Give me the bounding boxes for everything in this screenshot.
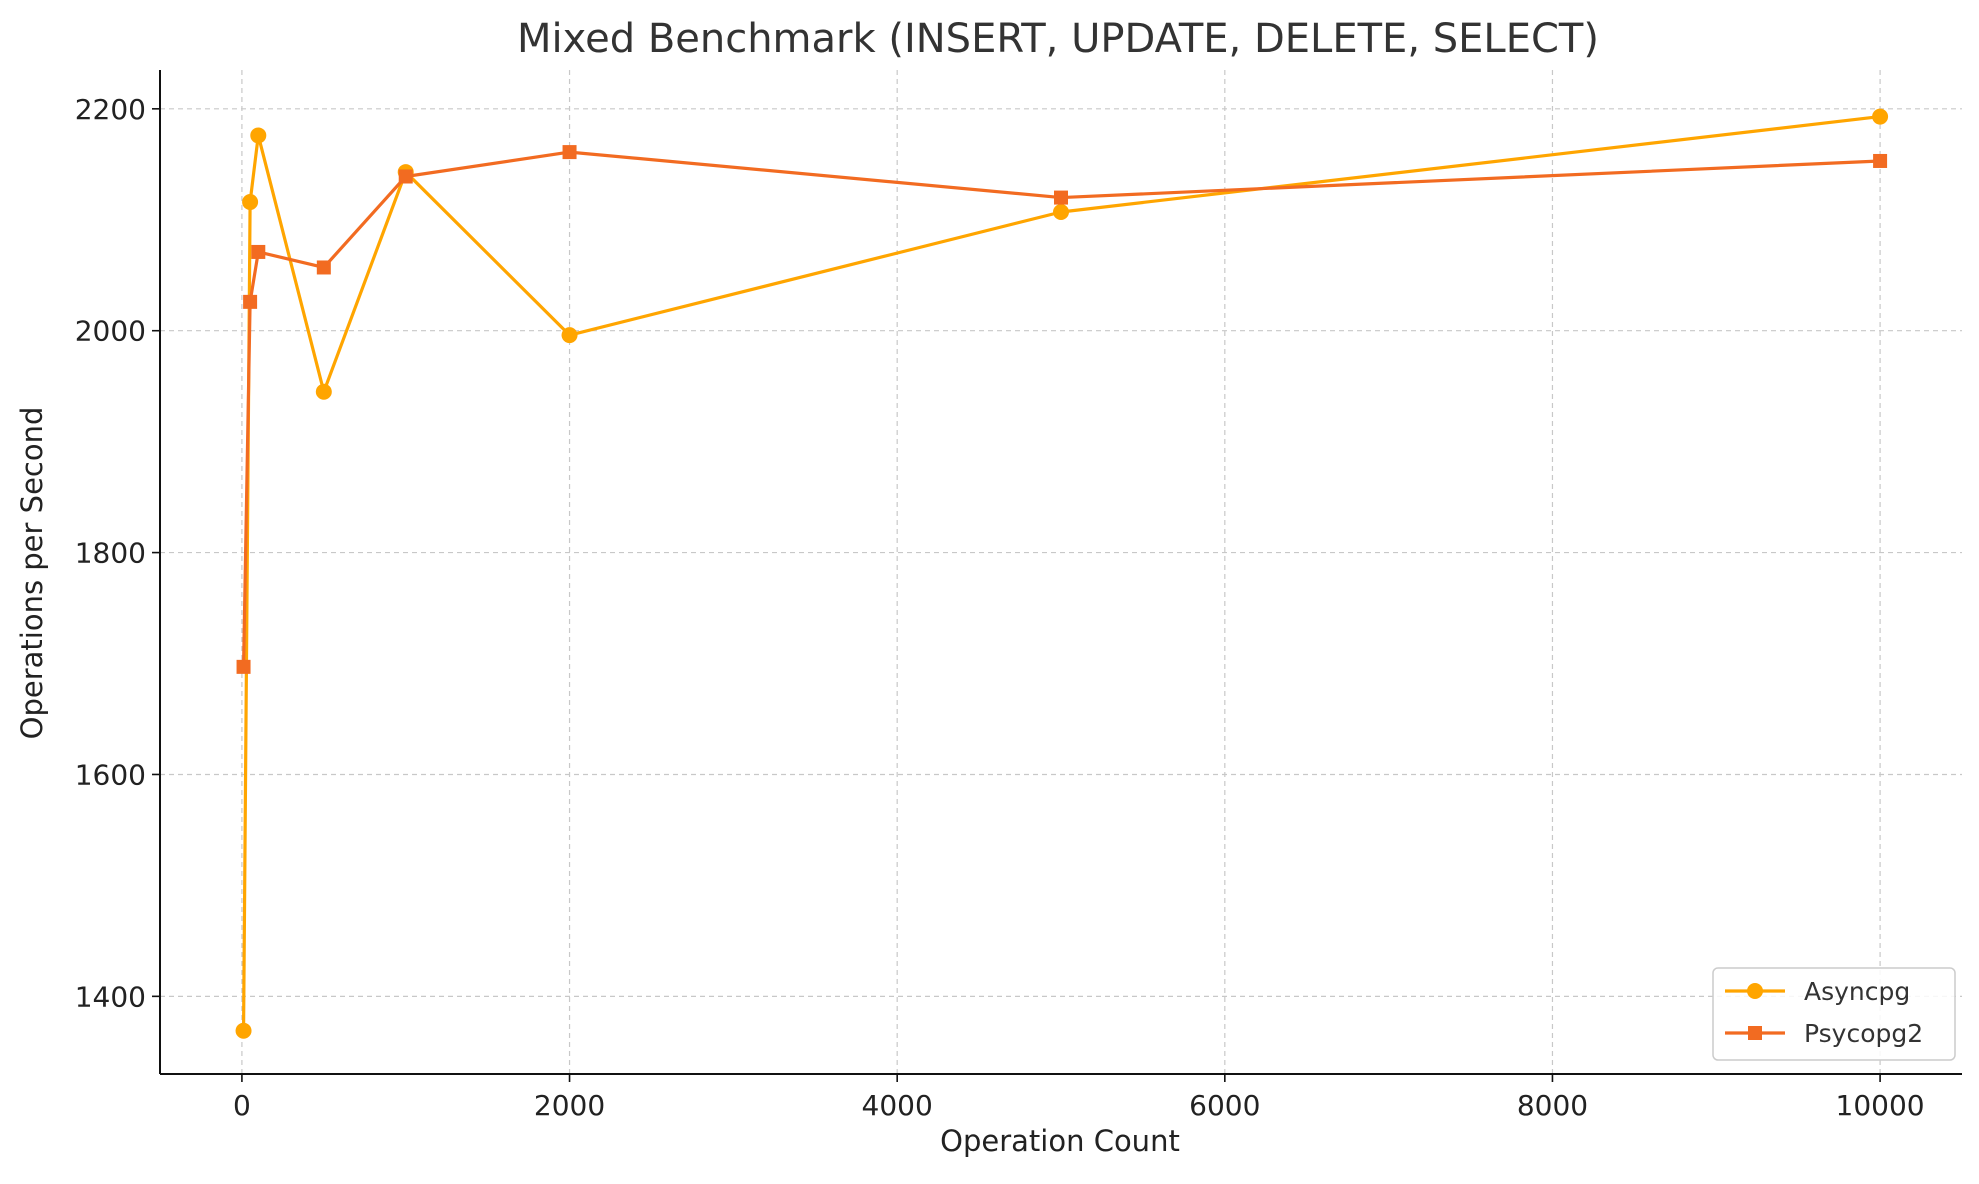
series-line [241,114,1882,1033]
x-tick-label: 2000 [534,1089,605,1122]
data-point [398,169,413,184]
legend-marker [1747,983,1763,999]
tick-labels: 0 2000 4000 6000 8000 10000 1400 1600 1800 2000 22… [75,93,1925,1122]
data-series [235,108,1889,1039]
y-tick-label: 1800 [75,537,146,570]
x-tick-label: 6000 [1189,1089,1260,1122]
series-line [241,150,1882,669]
data-point [236,659,251,674]
x-tick-label: 0 [233,1089,251,1122]
legend: Asyncpg Psycopg2 [1712,967,1956,1061]
y-tick-label: 1400 [75,980,146,1013]
chart-title: Mixed Benchmark (INSERT, UPDATE, DELETE,… [517,16,1599,62]
legend-item-asyncpg: Asyncpg [1725,977,1910,1006]
data-point [235,1022,252,1039]
x-tick-label: 10000 [1836,1089,1925,1122]
y-tick-label: 2000 [75,315,146,348]
data-point [250,127,267,144]
data-point [562,145,577,160]
legend-label: Asyncpg [1804,977,1910,1006]
data-point [251,244,266,259]
data-point [243,294,258,309]
legend-item-psycopg2: Psycopg2 [1725,1019,1923,1048]
series-asyncpg [235,108,1889,1039]
axes [152,70,1962,1082]
series-psycopg2 [236,145,1888,674]
y-tick-label: 1600 [75,758,146,791]
data-point [316,260,331,275]
y-axis-label: Operations per Second [15,407,49,740]
y-tick-label: 2200 [75,93,146,126]
x-axis-label: Operation Count [940,1124,1180,1158]
data-point [561,327,578,344]
grid-lines [160,70,1962,1074]
data-point [315,383,332,400]
data-point [1872,108,1889,125]
legend-marker [1748,1026,1762,1040]
x-tick-label: 4000 [862,1089,933,1122]
legend-label: Psycopg2 [1804,1019,1923,1048]
data-point [242,194,259,211]
data-point [1873,153,1888,168]
x-tick-label: 8000 [1517,1089,1588,1122]
data-point [1053,204,1069,221]
data-point [1054,190,1068,205]
